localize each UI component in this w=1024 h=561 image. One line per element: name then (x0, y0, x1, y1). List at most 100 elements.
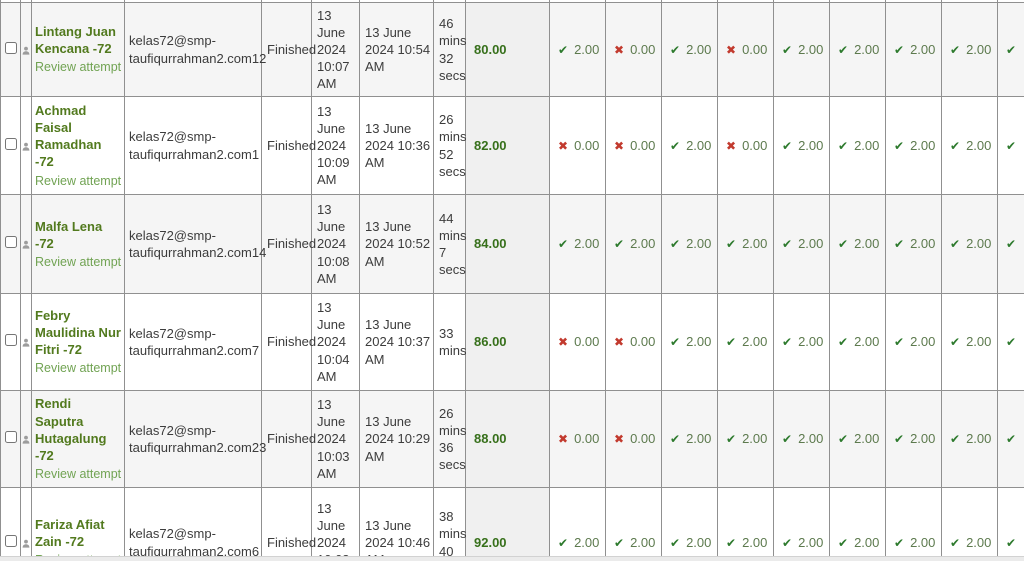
question-mark-cell: ✔ 2.00 (717, 487, 774, 561)
select-attempt-checkbox[interactable] (4, 334, 17, 347)
student-name-link[interactable]: Febry Maulidina Nur Fitri -72 (35, 308, 121, 358)
grade-cell: 88.00 (465, 390, 550, 488)
started-on-cell: 13 June 2024 10:03 AM (311, 390, 360, 488)
correct-icon: ✔ (1006, 237, 1017, 252)
mark-value: 2.00 (966, 137, 992, 153)
student-name-link[interactable]: Lintang Juan Kencana -72 (35, 24, 116, 57)
mark-value: 2.00 (854, 41, 880, 57)
user-avatar-icon (22, 42, 30, 57)
mark-value: 2.00 (630, 236, 656, 252)
select-attempt-cell (0, 96, 21, 195)
question-mark-cell: ✔ 2.00 (941, 293, 998, 391)
correct-icon: ✔ (838, 138, 849, 153)
question-mark-cell: ✖ 0.00 (605, 390, 662, 488)
question-mark-cell: ✔ 2.00 (661, 293, 718, 391)
mark-value: 2.00 (686, 236, 712, 252)
student-name-link[interactable]: Malfa Lena -72 (35, 218, 103, 251)
question-mark-cell: ✔ 2.00 (717, 293, 774, 391)
grade-cell: 86.00 (465, 293, 550, 391)
review-attempt-link[interactable]: Review attempt (35, 60, 122, 75)
incorrect-icon: ✖ (614, 138, 625, 153)
student-name-cell: Malfa Lena -72 Review attempt (31, 194, 125, 294)
student-name-link[interactable]: Rendi Saputra Hutagalung -72 (35, 396, 107, 463)
mark-value: 2.00 (742, 431, 768, 447)
mark-value: 0.00 (742, 137, 768, 153)
mark-value: 2.00 (854, 431, 880, 447)
email-cell: kelas72@smp-taufiqurrahman2.com14 (124, 194, 266, 294)
grade-value: 84.00 (474, 236, 507, 252)
completed-cell: 13 June 2024 10:54 AM (359, 2, 434, 97)
select-attempt-checkbox[interactable] (4, 236, 17, 249)
correct-icon: ✔ (894, 42, 905, 57)
correct-icon: ✔ (1006, 138, 1017, 153)
grade-value: 88.00 (474, 431, 507, 447)
question-mark-cell: ✔ 2.00 (549, 2, 606, 97)
question-mark-cell: ✔ 2.00 (717, 390, 774, 488)
started-on-cell: 13 June 2024 10:08 AM (311, 487, 360, 561)
student-name-link[interactable]: Fariza Afiat Zain -72 (35, 517, 105, 550)
mark-value: 0.00 (574, 334, 600, 350)
incorrect-icon: ✖ (558, 335, 569, 350)
attempt-row: Malfa Lena -72 Review attempt kelas72@smp-… (0, 194, 1024, 294)
mark-value: 2.00 (798, 236, 824, 252)
correct-icon: ✔ (782, 138, 793, 153)
select-attempt-checkbox[interactable] (4, 41, 17, 54)
question-mark-cell: ✔ 2.00 (661, 487, 718, 561)
user-icon-cell (20, 96, 32, 195)
question-mark-cell: ✔ (997, 293, 1024, 391)
select-attempt-cell (0, 487, 21, 561)
mark-value: 2.00 (854, 236, 880, 252)
correct-icon: ✔ (838, 42, 849, 57)
question-mark-cell: ✖ 0.00 (717, 96, 774, 195)
question-mark-cell: ✔ 2.00 (829, 194, 886, 294)
incorrect-icon: ✖ (558, 432, 569, 447)
select-attempt-checkbox[interactable] (4, 137, 17, 150)
select-attempt-checkbox[interactable] (4, 534, 17, 547)
question-mark-cell: ✔ 2.00 (829, 96, 886, 195)
review-attempt-link[interactable]: Review attempt (35, 361, 122, 376)
mark-value: 0.00 (574, 431, 600, 447)
mark-value: 2.00 (574, 236, 600, 252)
question-mark-cell: ✖ 0.00 (549, 293, 606, 391)
grade-cell: 82.00 (465, 96, 550, 195)
mark-value: 2.00 (966, 334, 992, 350)
started-on-cell: 13 June 2024 10:04 AM (311, 293, 360, 391)
attempt-row: Lintang Juan Kencana -72 Review attempt ke… (0, 2, 1024, 97)
correct-icon: ✔ (670, 138, 681, 153)
select-attempt-checkbox[interactable] (4, 431, 17, 444)
mark-value: 2.00 (574, 41, 600, 57)
completed-cell: 13 June 2024 10:37 AM (359, 293, 434, 391)
correct-icon: ✔ (726, 237, 737, 252)
question-mark-cell: ✔ (997, 194, 1024, 294)
user-avatar-icon (22, 236, 30, 251)
user-icon-cell (20, 2, 32, 97)
student-name-cell: Rendi Saputra Hutagalung -72 Review attem… (31, 390, 125, 488)
review-attempt-link[interactable]: Review attempt (35, 173, 122, 188)
incorrect-icon: ✖ (726, 42, 737, 57)
mark-value: 2.00 (966, 534, 992, 550)
student-name-link[interactable]: Achmad Faisal Ramadhan -72 (35, 102, 102, 170)
question-mark-cell: ✖ 0.00 (605, 2, 662, 97)
question-mark-cell: ✔ 2.00 (773, 487, 830, 561)
correct-icon: ✔ (950, 535, 961, 550)
review-attempt-link[interactable]: Review attempt (35, 254, 122, 269)
question-mark-cell: ✔ (997, 2, 1024, 97)
time-taken-cell: 26 mins 52 secs (433, 96, 466, 195)
correct-icon: ✔ (1006, 42, 1017, 57)
email-cell: kelas72@smp-taufiqurrahman2.com1 (124, 96, 262, 195)
state-cell: Finished (261, 293, 316, 391)
time-taken-cell: 46 mins 32 secs (433, 2, 466, 97)
question-mark-cell: ✔ 2.00 (661, 390, 718, 488)
question-mark-cell: ✔ 2.00 (661, 96, 718, 195)
question-mark-cell: ✔ 2.00 (941, 194, 998, 294)
question-mark-cell: ✔ 2.00 (941, 487, 998, 561)
review-attempt-link[interactable]: Review attempt (35, 467, 122, 482)
completed-cell: 13 June 2024 10:29 AM (359, 390, 434, 488)
question-mark-cell: ✔ 2.00 (941, 2, 998, 97)
mark-value: 2.00 (630, 534, 656, 550)
mark-value: 2.00 (854, 137, 880, 153)
mark-value: 0.00 (574, 137, 600, 153)
